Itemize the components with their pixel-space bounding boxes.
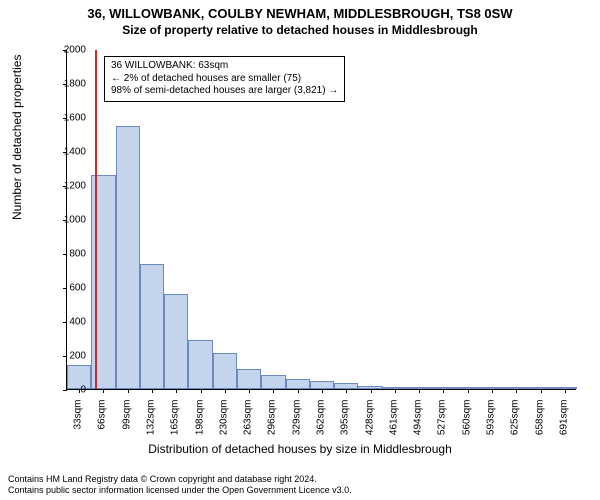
xtick-label: 625sqm (510, 400, 521, 450)
xtick-label: 132sqm (146, 400, 157, 450)
ytick-mark (63, 288, 67, 289)
chart-area: 36 WILLOWBANK: 63sqm ← 2% of detached ho… (66, 50, 576, 390)
xtick-mark (346, 389, 347, 393)
ytick-label: 800 (69, 249, 86, 260)
xtick-label: 461sqm (388, 400, 399, 450)
annotation-line-2: ← 2% of detached houses are smaller (75) (111, 73, 338, 86)
property-marker-line (95, 50, 97, 389)
histogram-bar (188, 340, 212, 389)
xtick-mark (541, 389, 542, 393)
xtick-label: 593sqm (486, 400, 497, 450)
xtick-mark (152, 389, 153, 393)
footer-line-2: Contains public sector information licen… (8, 485, 352, 496)
histogram-bar (67, 365, 91, 389)
chart-container: 36, WILLOWBANK, COULBY NEWHAM, MIDDLESBR… (0, 0, 600, 500)
histogram-bar (237, 369, 261, 389)
xtick-mark (298, 389, 299, 393)
chart-title-sub: Size of property relative to detached ho… (0, 21, 600, 37)
ytick-mark (63, 356, 67, 357)
histogram-bar (286, 379, 310, 389)
xtick-label: 66sqm (97, 400, 108, 450)
ytick-mark (63, 254, 67, 255)
annotation-line-3: 98% of semi-detached houses are larger (… (111, 85, 338, 98)
histogram-bar (164, 294, 188, 389)
xtick-label: 691sqm (558, 400, 569, 450)
xtick-mark (395, 389, 396, 393)
xtick-label: 560sqm (461, 400, 472, 450)
xtick-mark (565, 389, 566, 393)
xtick-label: 395sqm (340, 400, 351, 450)
xtick-mark (103, 389, 104, 393)
annotation-line-1: 36 WILLOWBANK: 63sqm (111, 60, 338, 73)
xtick-mark (322, 389, 323, 393)
xtick-label: 658sqm (534, 400, 545, 450)
xtick-mark (201, 389, 202, 393)
chart-title-main: 36, WILLOWBANK, COULBY NEWHAM, MIDDLESBR… (0, 0, 600, 21)
xtick-mark (443, 389, 444, 393)
xtick-mark (128, 389, 129, 393)
footer-line-1: Contains HM Land Registry data © Crown c… (8, 474, 352, 485)
histogram-bar (140, 264, 164, 389)
histogram-bar (261, 375, 285, 389)
ytick-label: 1400 (64, 147, 86, 158)
xtick-mark (492, 389, 493, 393)
xtick-mark (371, 389, 372, 393)
xtick-label: 494sqm (413, 400, 424, 450)
ytick-mark (63, 322, 67, 323)
xtick-mark (419, 389, 420, 393)
xtick-label: 362sqm (316, 400, 327, 450)
ytick-label: 200 (69, 351, 86, 362)
ytick-label: 1200 (64, 181, 86, 192)
xtick-mark (273, 389, 274, 393)
histogram-bar (213, 353, 237, 389)
xtick-mark (176, 389, 177, 393)
ytick-label: 1000 (64, 215, 86, 226)
xtick-mark (225, 389, 226, 393)
ytick-mark (63, 390, 67, 391)
histogram-bar (310, 381, 334, 389)
xtick-label: 99sqm (121, 400, 132, 450)
ytick-label: 600 (69, 283, 86, 294)
histogram-bar (116, 126, 140, 390)
ytick-label: 400 (69, 317, 86, 328)
xtick-mark (468, 389, 469, 393)
xtick-mark (516, 389, 517, 393)
annotation-box: 36 WILLOWBANK: 63sqm ← 2% of detached ho… (104, 56, 345, 102)
ytick-label: 2000 (64, 45, 86, 56)
xtick-label: 198sqm (194, 400, 205, 450)
xtick-label: 527sqm (437, 400, 448, 450)
xtick-label: 230sqm (218, 400, 229, 450)
y-axis-label: Number of detached properties (10, 55, 24, 220)
xtick-mark (249, 389, 250, 393)
xtick-label: 263sqm (243, 400, 254, 450)
xtick-label: 296sqm (267, 400, 278, 450)
xtick-label: 428sqm (364, 400, 375, 450)
xtick-label: 165sqm (170, 400, 181, 450)
ytick-label: 0 (80, 385, 86, 396)
ytick-label: 1600 (64, 113, 86, 124)
ytick-label: 1800 (64, 79, 86, 90)
footer-attribution: Contains HM Land Registry data © Crown c… (8, 474, 352, 496)
xtick-label: 33sqm (73, 400, 84, 450)
xtick-label: 329sqm (291, 400, 302, 450)
